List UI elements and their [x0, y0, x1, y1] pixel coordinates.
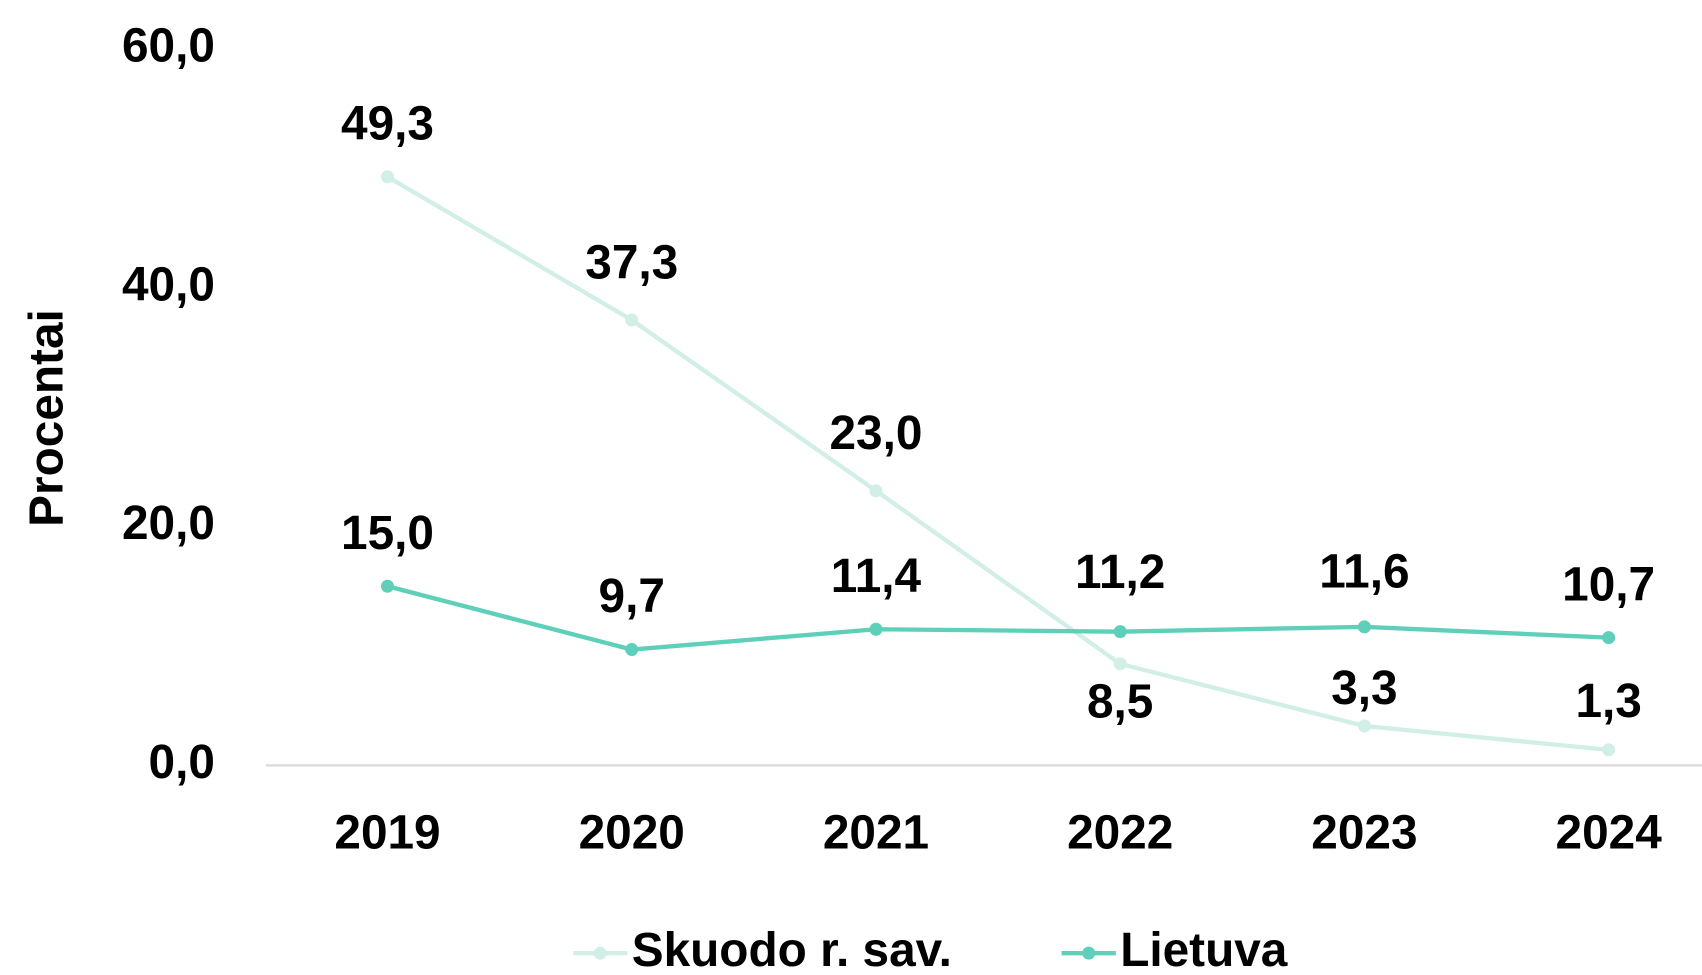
- y-tick-label: 60,0: [122, 20, 215, 73]
- data-point: [1113, 625, 1127, 639]
- data-label: 8,5: [1087, 676, 1153, 729]
- data-point: [869, 484, 883, 498]
- legend-marker: [593, 946, 607, 960]
- legend-label: Skuodo r. sav.: [632, 924, 952, 975]
- series-line: [386, 584, 1609, 652]
- legend-label: Lietuva: [1120, 924, 1288, 975]
- series-line: [386, 174, 1609, 753]
- data-point: [380, 170, 395, 184]
- y-tick-label: 0,0: [149, 736, 215, 789]
- x-tick-label: 2019: [334, 807, 440, 860]
- data-label: 10,7: [1562, 558, 1655, 611]
- x-tick-label: 2023: [1311, 807, 1417, 860]
- data-label: 11,4: [831, 550, 922, 603]
- data-label: 3,3: [1331, 662, 1397, 715]
- x-tick-label: 2021: [823, 807, 929, 860]
- data-label: 9,7: [599, 570, 665, 623]
- x-tick-label: 2024: [1556, 807, 1663, 860]
- data-label: 15,0: [341, 507, 434, 560]
- data-label: 49,3: [341, 97, 434, 150]
- data-label: 1,3: [1575, 675, 1641, 728]
- data-point: [1357, 620, 1371, 634]
- data-point: [1357, 719, 1371, 733]
- data-label: 11,2: [1075, 546, 1165, 599]
- legend-marker: [1082, 946, 1096, 960]
- x-tick-label: 2020: [579, 807, 685, 860]
- data-point: [625, 643, 639, 657]
- data-point: [1113, 657, 1127, 671]
- y-tick-label: 20,0: [122, 497, 215, 550]
- data-label: 37,3: [585, 236, 678, 289]
- data-point: [869, 622, 883, 636]
- y-axis-title: Procentai: [21, 309, 74, 527]
- data-label: 11,6: [1319, 545, 1409, 598]
- data-point: [1602, 631, 1616, 645]
- data-label: 23,0: [829, 407, 922, 460]
- data-point: [380, 579, 395, 593]
- data-point: [1602, 743, 1616, 757]
- data-point: [625, 313, 639, 327]
- y-tick-label: 40,0: [122, 258, 215, 311]
- x-tick-label: 2022: [1067, 807, 1173, 860]
